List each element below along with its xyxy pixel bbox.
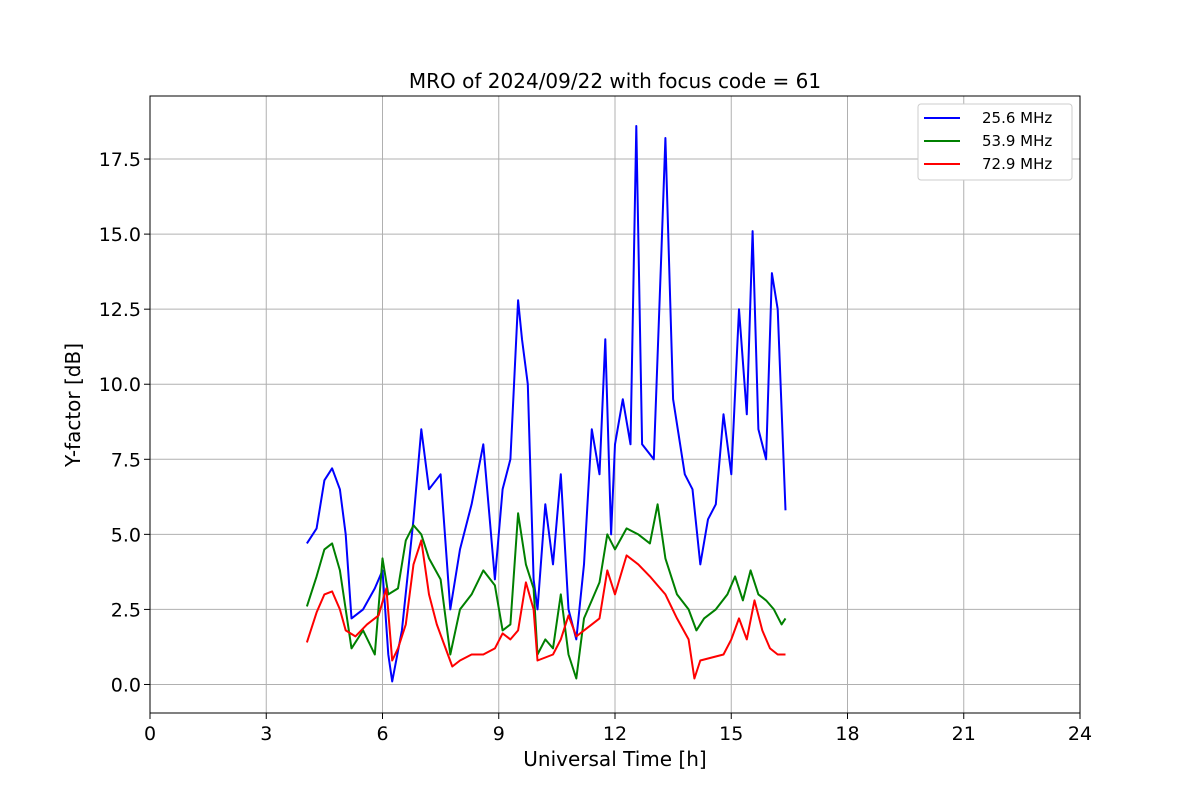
y-axis: 0.0 2.5 5.0 7.5 10.0 12.5 15.0 17.5: [99, 149, 150, 696]
legend-label: 53.9 MHz: [982, 132, 1052, 150]
chart-title: MRO of 2024/09/22 with focus code = 61: [409, 69, 821, 93]
x-axis-label: Universal Time [h]: [523, 747, 706, 771]
x-tick-label: 12: [603, 723, 627, 745]
x-tick-label: 9: [493, 723, 505, 745]
y-tick-label: 0.0: [111, 674, 141, 696]
legend-label: 72.9 MHz: [982, 155, 1052, 173]
y-tick-label: 5.0: [111, 524, 141, 546]
y-axis-label: Y-factor [dB]: [61, 343, 85, 468]
series-layer: [305, 125, 787, 683]
x-tick-label: 15: [719, 723, 743, 745]
legend-label: 25.6 MHz: [982, 109, 1052, 127]
series-line-1: [305, 503, 787, 680]
y-tick-label: 12.5: [99, 299, 141, 321]
x-tick-label: 18: [835, 723, 859, 745]
y-tick-label: 2.5: [111, 599, 141, 621]
y-tick-label: 15.0: [99, 224, 141, 246]
x-axis: 0 3 6 9 12 15 18 21 24: [144, 713, 1092, 745]
y-tick-label: 7.5: [111, 449, 141, 471]
y-tick-label: 10.0: [99, 374, 141, 396]
series-line-0: [306, 125, 787, 683]
x-tick-label: 3: [260, 723, 272, 745]
series-line-2: [305, 539, 786, 680]
x-tick-label: 0: [144, 723, 156, 745]
y-tick-label: 17.5: [99, 149, 141, 171]
x-tick-label: 21: [952, 723, 976, 745]
x-tick-label: 6: [376, 723, 388, 745]
legend-box: [917, 103, 1073, 181]
legend: 25.6 MHz 53.9 MHz 72.9 MHz: [917, 103, 1073, 181]
x-tick-label: 24: [1068, 723, 1092, 745]
